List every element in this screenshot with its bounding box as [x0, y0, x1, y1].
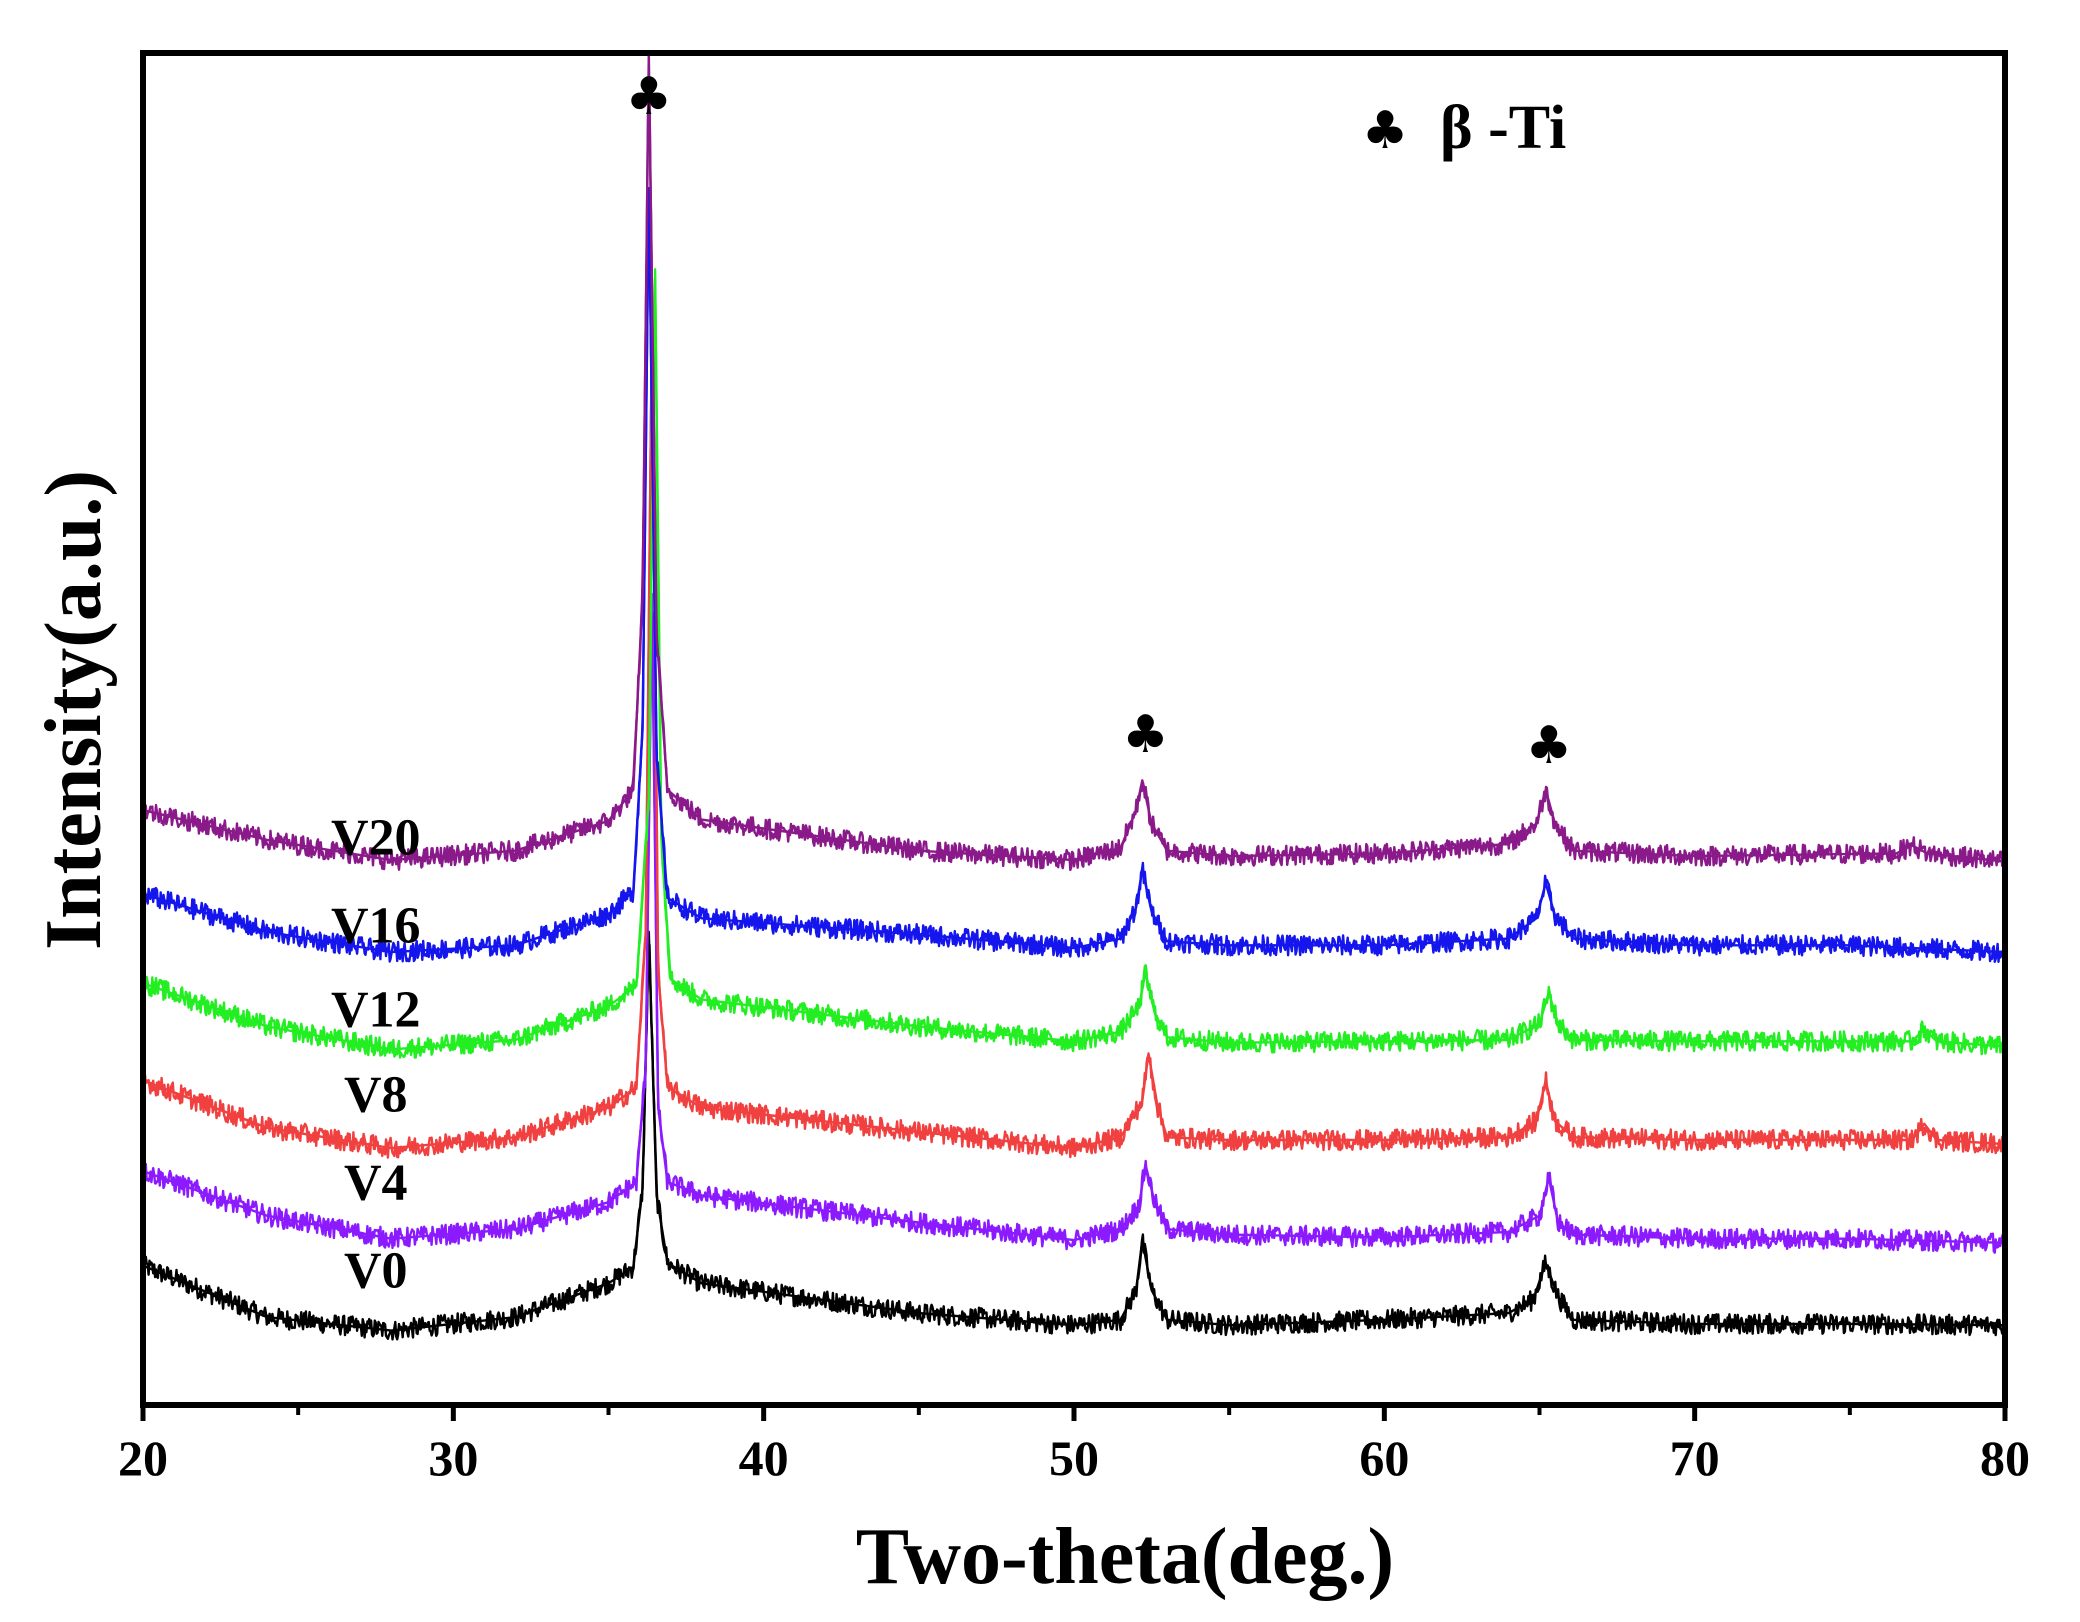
series-line-v16: [141, 223, 2007, 963]
series-label-v8: V8: [344, 1067, 408, 1124]
x-tick-label: 80: [1980, 1430, 2030, 1486]
series-line-v4: [142, 612, 2007, 1254]
x-tick-label: 20: [118, 1430, 168, 1486]
x-tick-label: 30: [428, 1430, 478, 1486]
peak-club-icon: ♣: [1122, 705, 1169, 765]
series-peak-outline-v8: [142, 322, 2006, 1150]
series-line-v8: [141, 363, 2007, 1159]
x-axis-title: Two-theta(deg.): [856, 1513, 1394, 1601]
x-tick-label: 40: [739, 1430, 789, 1486]
x-tick-label: 60: [1359, 1430, 1409, 1486]
x-tick-label: 50: [1049, 1430, 1099, 1486]
legend-label: β -Ti: [1440, 94, 1566, 162]
series-label-v20: V20: [331, 810, 421, 867]
series-label-v16: V16: [331, 898, 421, 955]
series-layer: [141, 51, 2007, 1341]
peak-markers: ♣ ♣ ♣: [626, 67, 1573, 776]
legend-club-icon: ♣: [1362, 101, 1409, 161]
series-peak-outline-v12: [142, 268, 2006, 1051]
series-label-v0: V0: [344, 1242, 408, 1299]
y-axis-title: Intensity(a.u.): [30, 470, 118, 950]
series-line-v0: [141, 943, 2007, 1341]
peak-club-icon: ♣: [1525, 716, 1572, 776]
x-tick-label: 70: [1670, 1430, 1720, 1486]
series-peak-outline-v20: [142, 51, 2006, 863]
legend: ♣ β -Ti: [1362, 94, 1567, 162]
series-peak-outline-v0: [142, 930, 2006, 1332]
series-label-v12: V12: [331, 981, 421, 1038]
peak-club-icon: ♣: [626, 67, 673, 127]
x-axis-ticks: 20 30 40 50 60 70 80: [118, 1405, 2030, 1486]
series-peak-outline-v16: [142, 187, 2006, 954]
series-peak-outline-v4: [142, 592, 2006, 1244]
series-labels: V0 V4 V8 V12 V16 V20: [331, 810, 421, 1300]
series-label-v4: V4: [344, 1154, 408, 1211]
